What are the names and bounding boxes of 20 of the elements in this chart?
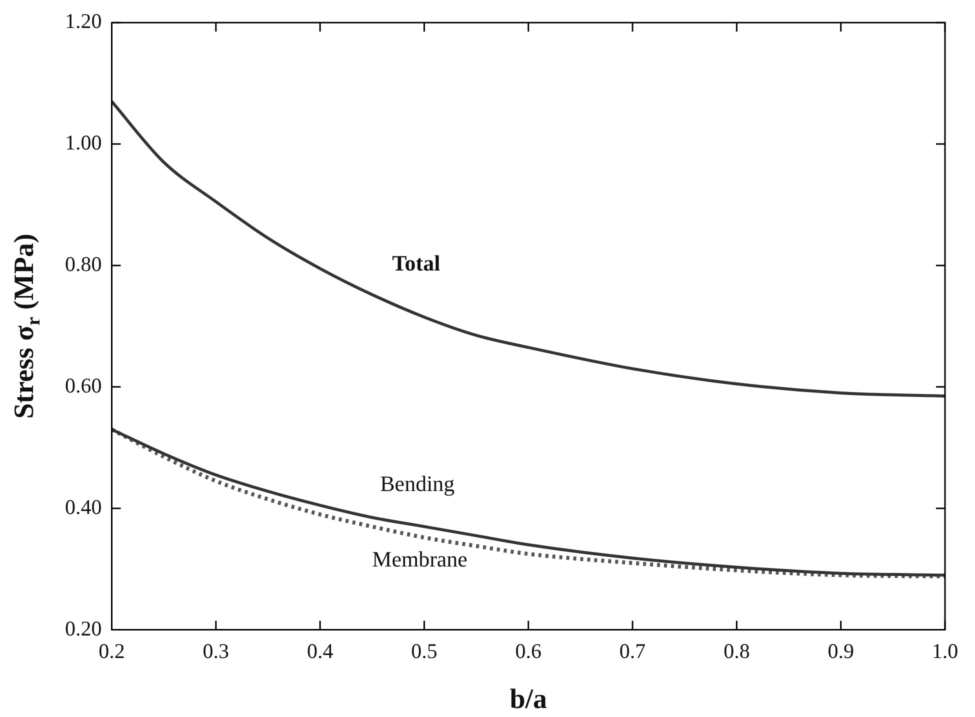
y-tick-label: 0.20: [65, 616, 102, 640]
x-tick-label: 0.7: [619, 638, 646, 663]
series-label: Total: [392, 250, 440, 276]
y-tick-label: 0.60: [65, 373, 102, 398]
x-tick-label: 0.5: [411, 638, 438, 663]
x-tick-label: 0.9: [828, 638, 854, 663]
y-axis-title: Stress σr (MPa): [9, 234, 44, 419]
series-label: Membrane: [372, 546, 468, 572]
x-tick-label: 0.3: [202, 638, 230, 663]
x-tick-label: 0.8: [724, 638, 750, 663]
x-tick-label: 0.4: [306, 638, 334, 663]
x-tick-label: 1.0: [932, 638, 958, 663]
y-tick-label: 1.00: [65, 130, 102, 155]
x-tick-label: 0.2: [98, 638, 125, 663]
x-tick-label: 0.6: [515, 638, 542, 663]
y-tick-label: 0.40: [65, 494, 102, 519]
y-tick-label: 1.20: [65, 9, 102, 34]
y-tick-label: 0.80: [65, 252, 102, 276]
series-label: Bending: [380, 471, 455, 496]
x-axis-title: b/a: [510, 684, 548, 715]
